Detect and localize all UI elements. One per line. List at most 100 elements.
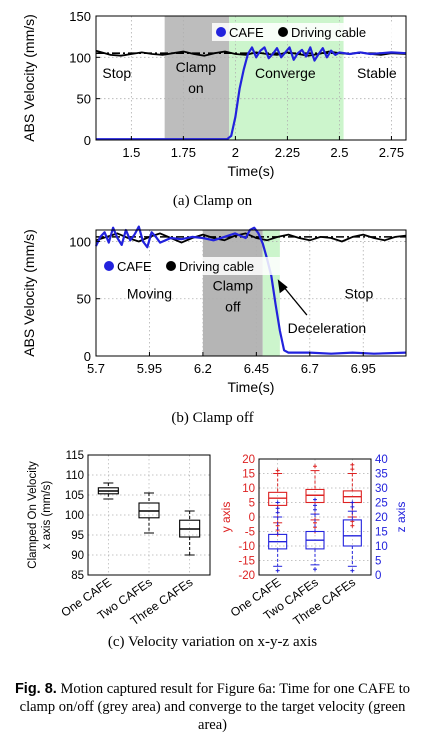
- x-tick-label: 1.5: [122, 145, 140, 160]
- right-tick-label: 20: [375, 512, 388, 524]
- phase-label: Stable: [357, 65, 397, 81]
- chart-clamp-off: 5.7 5.95 6.2 6.45 6.7 6.95 0 50 100 Moving Clamp o…: [21, 225, 407, 395]
- left-tick-label: 5: [249, 498, 255, 510]
- figure-caption-text: Motion captured result for Figure 6a: Ti…: [19, 681, 411, 733]
- box-z-axis-2: [342, 500, 362, 573]
- plot-frame: [95, 15, 407, 141]
- y-tick-label: 105: [65, 490, 84, 502]
- y-tick-label: 100: [69, 234, 91, 249]
- legend-marker-cafe: [216, 27, 226, 37]
- phase-label: Clamp: [213, 278, 254, 294]
- right-axis-label: z axis: [394, 502, 408, 533]
- annotation-arrow-head: [277, 279, 288, 294]
- left-tick-label: 15: [242, 469, 255, 481]
- caption-b: (b) Clamp off: [171, 410, 254, 426]
- box-z-axis-0: [268, 500, 288, 573]
- right-tick-label: 40: [375, 454, 388, 466]
- figure-caption-label: Fig. 8.: [14, 681, 57, 697]
- x-tick-label: 6.2: [194, 361, 212, 376]
- series-line-cafe: [95, 225, 407, 355]
- right-tick-label: 0: [375, 570, 381, 582]
- legend-background: [100, 257, 286, 275]
- caption-c: (c) Velocity variation on x-y-z axis: [107, 634, 318, 650]
- right-tick-label: 5: [375, 556, 381, 568]
- x-tick-label: 1.75: [171, 145, 196, 160]
- series-line-driving-cable: [95, 232, 407, 244]
- y-tick-label: 150: [69, 9, 91, 24]
- left-tick-label: -5: [245, 527, 255, 539]
- x-tick-label: 2.5: [330, 145, 348, 160]
- phase-label: Converge: [255, 65, 316, 81]
- y-tick-label: 50: [77, 92, 91, 107]
- legend-label: Driving cable: [291, 25, 366, 40]
- box-two-cafes: [138, 492, 160, 534]
- right-tick-label: 35: [375, 469, 388, 481]
- x-axis-label: Time(s): [228, 379, 275, 395]
- phase-label: Moving: [127, 286, 172, 302]
- x-tick-label: 6.7: [301, 361, 319, 376]
- left-tick-label: 0: [249, 512, 255, 524]
- box-iqr: [268, 491, 288, 506]
- left-tick-label: -20: [238, 570, 255, 582]
- box-iqr: [342, 519, 362, 547]
- legend-marker-driving-cable: [278, 27, 288, 37]
- phase-label: Clamp: [176, 59, 217, 75]
- chart-clamp-on: 1.5 1.75 2 2.25 2.5 2.75 0 50 100 150 Stop Clamp on…: [21, 9, 407, 179]
- box-one-cafe: [97, 482, 119, 500]
- annotation-text: Deceleration: [288, 320, 367, 336]
- box-iqr: [305, 488, 325, 504]
- y-tick-label: 110: [66, 470, 84, 482]
- y-tick-label: 115: [66, 450, 84, 462]
- legend-marker-driving-cable: [166, 261, 176, 271]
- y-axis-label-line1: Clamped On Velocity: [27, 461, 39, 569]
- y-tick-label: 85: [71, 570, 84, 582]
- legend-background: [212, 23, 398, 41]
- box-three-cafes: [179, 510, 201, 556]
- y-tick-label: 95: [71, 530, 84, 542]
- legend-marker-cafe: [104, 261, 114, 271]
- box-y-axis-2: [342, 462, 362, 528]
- caption-a: (a) Clamp on: [172, 193, 253, 209]
- legend-label: CAFE: [229, 25, 264, 40]
- right-tick-label: 10: [375, 541, 388, 553]
- x-tick-label: 6.95: [351, 361, 376, 376]
- left-tick-label: -15: [238, 556, 255, 568]
- y-tick-label: 0: [84, 133, 91, 148]
- x-tick-label: 5.95: [137, 361, 162, 376]
- plot-frame: [258, 458, 372, 576]
- box-z-axis-1: [305, 497, 325, 572]
- y-axis-label-line2: x axis (mm/s): [41, 481, 53, 550]
- y-tick-label: 0: [84, 349, 91, 364]
- y-axis-label: ABS Velocity (mm/s): [21, 229, 37, 357]
- legend-label: Driving cable: [179, 259, 254, 274]
- series-line-cafe: [96, 46, 407, 141]
- left-axis-label: y axis: [219, 502, 233, 533]
- y-tick-label: 100: [65, 510, 84, 522]
- left-tick-label: 10: [242, 483, 255, 495]
- phase-label: Stop: [345, 286, 374, 302]
- figure-caption: Fig. 8. Motion captured result for Figur…: [8, 680, 417, 734]
- phase-label: Stop: [102, 65, 131, 81]
- plot-frame: [95, 229, 407, 357]
- y-tick-label: 50: [77, 292, 91, 307]
- x-tick-label: 2.75: [379, 145, 404, 160]
- right-tick-label: 30: [375, 483, 388, 495]
- x-tick-label: 5.7: [87, 361, 105, 376]
- legend-label: CAFE: [117, 259, 152, 274]
- right-tick-label: 15: [375, 527, 388, 539]
- y-tick-label: 100: [69, 50, 91, 65]
- y-tick-label: 90: [71, 550, 84, 562]
- phase-label-line2: on: [188, 80, 204, 96]
- x-tick-label: 2.25: [275, 145, 300, 160]
- x-axis-label: Time(s): [228, 163, 275, 179]
- x-tick-label: 6.45: [244, 361, 269, 376]
- left-tick-label: 20: [242, 454, 255, 466]
- phase-label-line2: off: [225, 299, 240, 315]
- y-axis-label: ABS Velocity (mm/s): [21, 14, 37, 142]
- shaded-region-0: [202, 230, 263, 356]
- right-tick-label: 25: [375, 498, 388, 510]
- plot-frame: [87, 454, 211, 576]
- left-tick-label: -10: [238, 541, 255, 553]
